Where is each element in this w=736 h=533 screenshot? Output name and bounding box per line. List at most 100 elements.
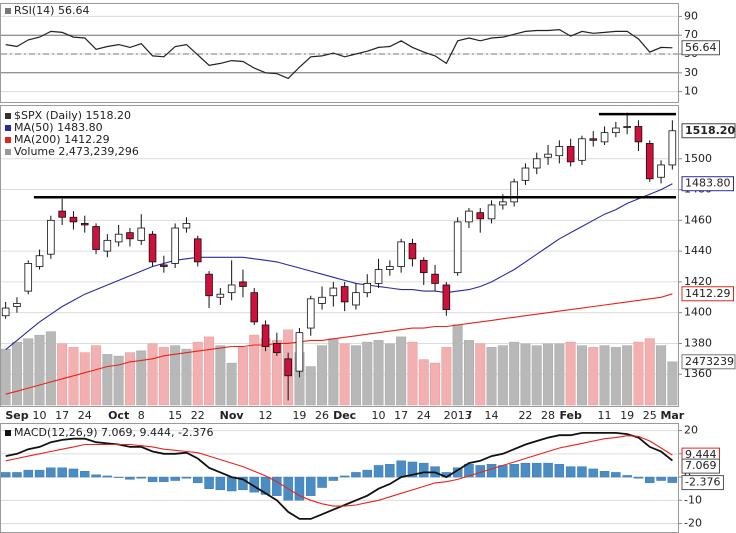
legend-text: MACD(12,26,9) 7.069, 9.444, -2.376: [14, 426, 213, 439]
y-tick-label: -10: [684, 493, 702, 506]
histogram-bar: [362, 469, 372, 478]
candle-body: [160, 264, 168, 267]
candle-body: [634, 126, 643, 143]
candle-body: [612, 127, 620, 134]
volume-bar: [656, 345, 667, 406]
y-tick-label: 90: [684, 9, 698, 22]
y-tick-label: 1420: [684, 275, 712, 288]
histogram-bar: [306, 476, 316, 496]
histogram-bar: [238, 476, 248, 491]
y-tick-label: 1460: [684, 213, 712, 226]
volume-bar: [486, 347, 497, 406]
value-label-box: [681, 475, 724, 491]
value-label-box: [681, 286, 734, 302]
candle-body: [114, 233, 123, 243]
x-tick-label: 7: [465, 409, 472, 422]
volume-bar: [249, 334, 260, 406]
main-layer: [1, 28, 677, 520]
candle-body: [578, 138, 586, 161]
candle-body: [58, 210, 66, 218]
histogram-bar: [656, 476, 666, 481]
candle-body: [544, 153, 552, 158]
candle-body: [476, 212, 485, 220]
histogram-bar: [215, 476, 226, 491]
value-label: 1412.29: [685, 287, 731, 300]
histogram-bar: [577, 466, 587, 478]
histogram-bar: [68, 468, 79, 478]
candle-body: [24, 263, 33, 292]
x-tick-label: Dec: [333, 409, 356, 422]
x-tick-label: 11: [598, 409, 612, 422]
histogram-bar: [317, 476, 327, 488]
candle-body: [589, 138, 598, 141]
histogram-bar: [498, 465, 508, 478]
x-tick-label: 24: [78, 409, 92, 422]
candle-body: [250, 292, 259, 323]
x-tick-label: Feb: [559, 409, 582, 422]
histogram-bar: [170, 476, 180, 481]
volume-bar: [350, 345, 361, 406]
volume-bar: [407, 341, 418, 406]
value-label: -2.376: [685, 476, 720, 489]
volume-bar: [373, 340, 384, 406]
x-tick-label: 14: [485, 409, 499, 422]
candle-body: [273, 343, 281, 354]
x-tick-label: Oct: [108, 409, 129, 422]
moving-average-line: [5, 293, 673, 395]
value-label-box: [681, 458, 720, 474]
histogram-bar: [204, 476, 214, 489]
histogram-bar: [147, 476, 158, 482]
legend-text: MA(200) 1412.29: [14, 133, 110, 146]
candle-body: [532, 158, 541, 169]
legend-icon: [5, 113, 11, 119]
candle-body: [239, 281, 247, 287]
volume-bar: [317, 345, 328, 406]
candle-body: [397, 241, 405, 267]
x-tick-label: 24: [417, 409, 431, 422]
histogram-bar: [633, 476, 644, 479]
candle-body: [216, 293, 225, 298]
x-tick-label: 17: [394, 409, 408, 422]
volume-bar: [520, 343, 531, 406]
volume-bar: [147, 343, 158, 406]
volume-bar: [463, 340, 474, 406]
candle-body: [657, 164, 665, 178]
histogram-bar: [57, 467, 67, 478]
histogram-bar: [520, 462, 531, 478]
y-tick-label: 30: [684, 66, 698, 79]
volume-bar: [588, 347, 599, 406]
x-tick-label: 12: [259, 409, 273, 422]
volume-bar: [79, 352, 90, 406]
legend-icon: [5, 8, 11, 14]
candle-body: [487, 204, 496, 220]
candle-body: [47, 219, 55, 255]
histogram-bar: [645, 476, 655, 484]
candle-body: [284, 358, 292, 377]
candle-body: [35, 255, 44, 267]
volume-bar: [633, 341, 644, 406]
volume-bar: [576, 345, 587, 406]
histogram-bar: [554, 464, 565, 478]
candle-body: [340, 286, 349, 303]
histogram-bar: [260, 476, 271, 495]
volume-bar: [181, 348, 192, 406]
histogram-bar: [23, 469, 33, 478]
candle-body: [1, 307, 10, 317]
volume-bar: [565, 341, 576, 406]
histogram-bar: [599, 471, 610, 478]
volume-bar: [102, 354, 113, 406]
histogram-bar: [34, 469, 45, 478]
x-tick-label: 22: [518, 409, 532, 422]
legend-icon: [5, 149, 11, 155]
candle-body: [148, 233, 157, 263]
candle-body: [193, 238, 202, 263]
volume-bar: [204, 336, 215, 406]
rsi-line: [5, 28, 673, 80]
y-tick-label: 20: [684, 424, 698, 437]
volume-bar: [452, 324, 463, 406]
volume-bar: [396, 336, 407, 406]
volume-bar: [418, 359, 429, 406]
value-label-box: [681, 40, 720, 56]
legend-icon: [5, 137, 11, 143]
histogram-bar: [12, 472, 22, 478]
